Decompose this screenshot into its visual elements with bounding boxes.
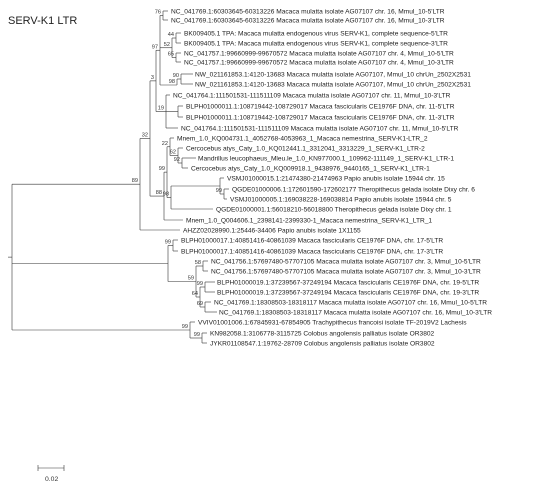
bootstrap-value: 99 xyxy=(165,240,171,246)
bootstrap-value: 99 xyxy=(182,324,188,330)
leaf-labels: NC_041769.1:60303645-60313226 Macaca mul… xyxy=(171,8,492,347)
leaf-label: NC_041769.1:60303645-60313226 Macaca mul… xyxy=(171,17,445,24)
leaf-label: NC_041769.1:18308503-18318117 Macaca mul… xyxy=(219,309,492,316)
bootstrap-value: 97 xyxy=(152,44,158,50)
scale-bar: 0.02 xyxy=(37,465,65,483)
bootstrap-value: 89 xyxy=(132,178,138,184)
tree-title: SERV-K1 LTR xyxy=(8,15,77,27)
bootstrap-value: 59 xyxy=(188,276,194,282)
bootstrap-value: 99 xyxy=(216,188,222,194)
leaf-label: Mandrillus leucophaeus_Mleu.le_1.0_KN977… xyxy=(198,155,454,162)
bootstrap-value: 64 xyxy=(192,291,198,297)
tree-branches xyxy=(8,10,229,344)
leaf-label: JYKR01108547.1:19762-28709 Colobus angol… xyxy=(210,340,435,347)
bootstrap-value: 52 xyxy=(164,42,170,48)
bootstrap-value: 76 xyxy=(155,10,161,16)
leaf-label: BLPH01000017.1:40851416-40861039 Macaca … xyxy=(181,248,443,255)
bootstrap-value: 3 xyxy=(151,75,154,81)
bootstrap-value: 98 xyxy=(163,192,169,198)
bootstrap-value: 44 xyxy=(168,32,174,38)
bootstrap-value: 32 xyxy=(142,132,148,138)
leaf-label: BLPH01000019.1:37239567-37249194 Macaca … xyxy=(217,289,479,296)
leaf-label: NW_021161853.1:4120-13683 Macaca mulatta… xyxy=(195,71,471,78)
leaf-label: NC_041769.1:60303645-60313226 Macaca mul… xyxy=(171,8,445,15)
bootstrap-value: 19 xyxy=(158,106,164,112)
bootstrap-value: 58 xyxy=(195,260,201,266)
leaf-label: KN982058.1:3106778-3115725 Colobus angol… xyxy=(210,330,435,337)
leaf-label: NC_041757.1:99660999-99670572 Macaca mul… xyxy=(184,59,454,66)
leaf-label: VSMJ01000015.1:21474380-21474963 Papio a… xyxy=(227,175,445,182)
leaf-label: Cercocebus atys_Caty_1.0_KQ009918.1_9438… xyxy=(191,165,430,172)
leaf-label: Cercocebus atys_Caty_1.0_KQ012441.1_3312… xyxy=(186,145,425,152)
leaf-label: BLPH01000017.1:40851416-40861039 Macaca … xyxy=(181,237,443,244)
bootstrap-value: 92 xyxy=(174,157,180,163)
bootstrap-value: 90 xyxy=(173,73,179,79)
leaf-label: BLPH01000011.1:108719442-108729017 Macac… xyxy=(186,103,455,110)
leaf-label: AHZZ02028990.1:25446-34406 Papio anubis … xyxy=(183,227,361,234)
leaf-label: QGDE01000006.1:172601590-172602177 Thero… xyxy=(232,186,475,193)
leaf-label: Mnem_1.0_KQ004731.1_4052768-4053963_1_Ma… xyxy=(177,135,428,142)
leaf-label: NC_041764.1:111501531-111511109 Macaca m… xyxy=(181,125,459,132)
leaf-label: BK009405.1 TPA: Macaca mulatta endogenou… xyxy=(184,40,448,47)
leaf-label: BLPH01000011.1:108719442-108729017 Macac… xyxy=(186,114,455,121)
bootstrap-value: 99 xyxy=(194,332,200,338)
leaf-label: VSMJ01000005.1:169038228-169038814 Papio… xyxy=(230,196,452,203)
leaf-label: NC_041756.1:57697480-57707105 Macaca mul… xyxy=(211,268,481,275)
bootstrap-value: 62 xyxy=(170,150,176,156)
leaf-label: BLPH01000019.1:37239567-37249194 Macaca … xyxy=(217,279,479,286)
bootstrap-value: 98 xyxy=(169,79,175,85)
leaf-label: VVIV01001006.1:67845931-67854905 Trachyp… xyxy=(198,319,467,326)
leaf-label: QGDE01000001.1:56018210-56018800 Theropi… xyxy=(216,206,452,213)
bootstrap-value: 69 xyxy=(197,301,203,307)
bootstrap-value: 99 xyxy=(197,281,203,287)
leaf-label: NC_041769.1:18308503-18318117 Macaca mul… xyxy=(214,299,487,306)
bootstrap-labels: 7644655290989719392622299989988328999589… xyxy=(132,10,222,339)
bootstrap-value: 99 xyxy=(159,166,165,172)
bootstrap-value: 22 xyxy=(162,141,168,147)
leaf-label: BK009405.1 TPA: Macaca mulatta endogenou… xyxy=(184,30,448,37)
leaf-label: NC_041756.1:57697480-57707105 Macaca mul… xyxy=(211,258,481,265)
leaf-label: NW_021161853.1:4120-13683 Macaca mulatta… xyxy=(195,81,471,88)
leaf-label: NC_041764.1:111501531-111511109 Macaca m… xyxy=(173,92,451,99)
leaf-label: Mnem_1.0_Q004606.1_2398141-2399330-1_Mac… xyxy=(186,217,432,224)
bootstrap-value: 65 xyxy=(168,52,174,58)
leaf-label: NC_041757.1:99660999-99670572 Macaca mul… xyxy=(184,50,454,57)
bootstrap-value: 88 xyxy=(156,190,162,196)
scale-bar-label: 0.02 xyxy=(45,476,58,483)
